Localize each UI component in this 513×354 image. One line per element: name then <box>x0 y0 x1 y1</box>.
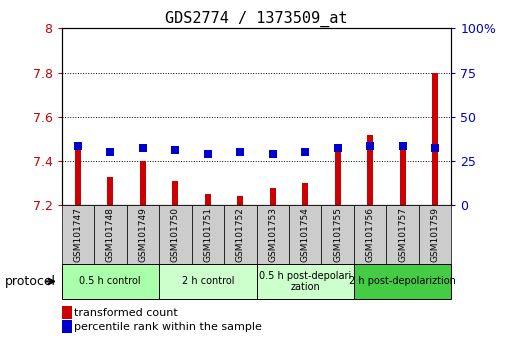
Text: GSM101753: GSM101753 <box>268 207 277 262</box>
Title: GDS2774 / 1373509_at: GDS2774 / 1373509_at <box>165 11 348 27</box>
Bar <box>400 143 406 205</box>
Bar <box>238 196 243 205</box>
Bar <box>75 145 81 205</box>
Text: GSM101747: GSM101747 <box>73 207 82 262</box>
Text: GSM101757: GSM101757 <box>398 207 407 262</box>
Text: GSM101752: GSM101752 <box>236 207 245 262</box>
Bar <box>140 161 146 205</box>
Text: 0.5 h post-depolari
zation: 0.5 h post-depolari zation <box>259 270 351 292</box>
Text: percentile rank within the sample: percentile rank within the sample <box>74 322 262 332</box>
Text: GSM101749: GSM101749 <box>139 207 147 262</box>
Text: 2 h post-depolariztion: 2 h post-depolariztion <box>349 276 456 286</box>
Text: GSM101756: GSM101756 <box>366 207 374 262</box>
Text: 2 h control: 2 h control <box>182 276 234 286</box>
Text: protocol: protocol <box>5 275 56 288</box>
Text: GSM101748: GSM101748 <box>106 207 115 262</box>
Bar <box>205 194 211 205</box>
Bar <box>335 150 341 205</box>
Bar <box>172 181 178 205</box>
Text: GSM101750: GSM101750 <box>171 207 180 262</box>
Text: GSM101751: GSM101751 <box>203 207 212 262</box>
Bar <box>432 73 438 205</box>
Bar <box>302 183 308 205</box>
Bar <box>107 177 113 205</box>
Text: GSM101755: GSM101755 <box>333 207 342 262</box>
Text: transformed count: transformed count <box>74 308 178 318</box>
Text: GSM101754: GSM101754 <box>301 207 310 262</box>
Text: 0.5 h control: 0.5 h control <box>80 276 141 286</box>
Bar <box>367 135 373 205</box>
Text: GSM101759: GSM101759 <box>431 207 440 262</box>
Bar <box>270 188 275 205</box>
